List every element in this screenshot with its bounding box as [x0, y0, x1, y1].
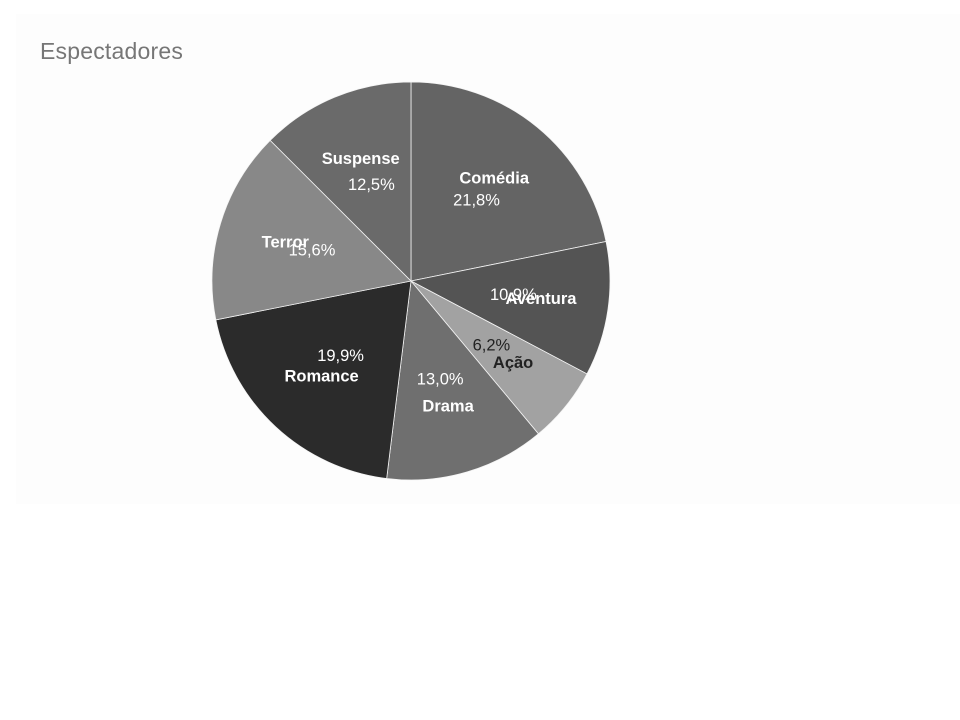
slice-label-terror: Terror — [262, 233, 310, 251]
pie-slice-terror[interactable] — [211, 139, 412, 321]
pie-slice-aventura[interactable] — [409, 241, 611, 375]
pie-slice-romance[interactable] — [215, 280, 412, 479]
slice-value-romance: 19,9% — [317, 347, 364, 365]
pie-slice-drama[interactable] — [386, 280, 539, 481]
slice-value-terror: 15,6% — [289, 241, 336, 259]
slice-value-aventura: 10,9% — [490, 286, 537, 304]
pie-slice-suspense[interactable] — [269, 81, 412, 282]
slice-label-comedia: Comédia — [459, 170, 530, 188]
slice-value-drama: 13,0% — [417, 371, 464, 389]
pie-slice-comedia[interactable] — [410, 81, 607, 282]
slice-label-aventura: Aventura — [506, 290, 578, 308]
slice-label-drama: Drama — [422, 397, 474, 415]
slice-value-comedia: 21,8% — [453, 191, 500, 209]
slice-value-acao: 6,2% — [473, 336, 511, 354]
slice-label-suspense: Suspense — [322, 150, 400, 168]
slice-label-romance: Romance — [284, 368, 358, 386]
slice-label-acao: Ação — [493, 354, 533, 372]
slice-value-suspense: 12,5% — [348, 176, 395, 194]
pie-slices — [211, 81, 611, 481]
chart-title: Espectadores — [40, 38, 184, 64]
